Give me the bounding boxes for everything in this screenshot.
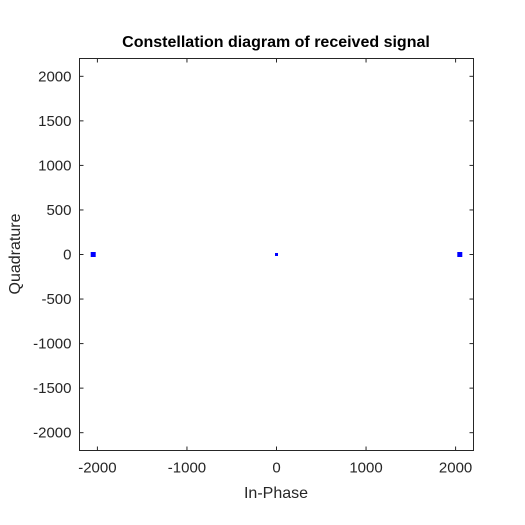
y-axis-label: Quadrature [7, 213, 24, 294]
x-tick-label: 0 [272, 460, 280, 477]
y-tick-label: 0 [63, 247, 71, 264]
y-tick-label: 1500 [38, 113, 71, 130]
y-tick-label: 1000 [38, 157, 71, 174]
y-tick-label: -500 [41, 291, 71, 308]
y-tick-label: 2000 [38, 68, 71, 85]
x-tick-labels: -2000 -1000 0 1000 2000 [78, 460, 472, 477]
constellation-point [275, 253, 278, 256]
chart-title: Constellation diagram of received signal [122, 34, 430, 51]
x-tick-label: -1000 [168, 460, 206, 477]
constellation-point [90, 252, 96, 257]
axes-box [79, 58, 474, 451]
tick-marks [79, 58, 474, 451]
y-tick-label: -1500 [33, 380, 71, 397]
y-tick-label: 500 [46, 202, 71, 219]
x-tick-label: -2000 [78, 460, 116, 477]
x-tick-label: 2000 [439, 460, 472, 477]
x-axis-label: In-Phase [244, 485, 308, 502]
y-tick-labels: -2000 -1500 -1000 -500 0 500 1000 1500 2000 [33, 68, 71, 441]
x-tick-label: 1000 [349, 460, 382, 477]
y-tick-label: -1000 [33, 336, 71, 353]
data-points [90, 252, 463, 257]
constellation-point [457, 252, 463, 257]
y-tick-label: -2000 [33, 425, 71, 442]
